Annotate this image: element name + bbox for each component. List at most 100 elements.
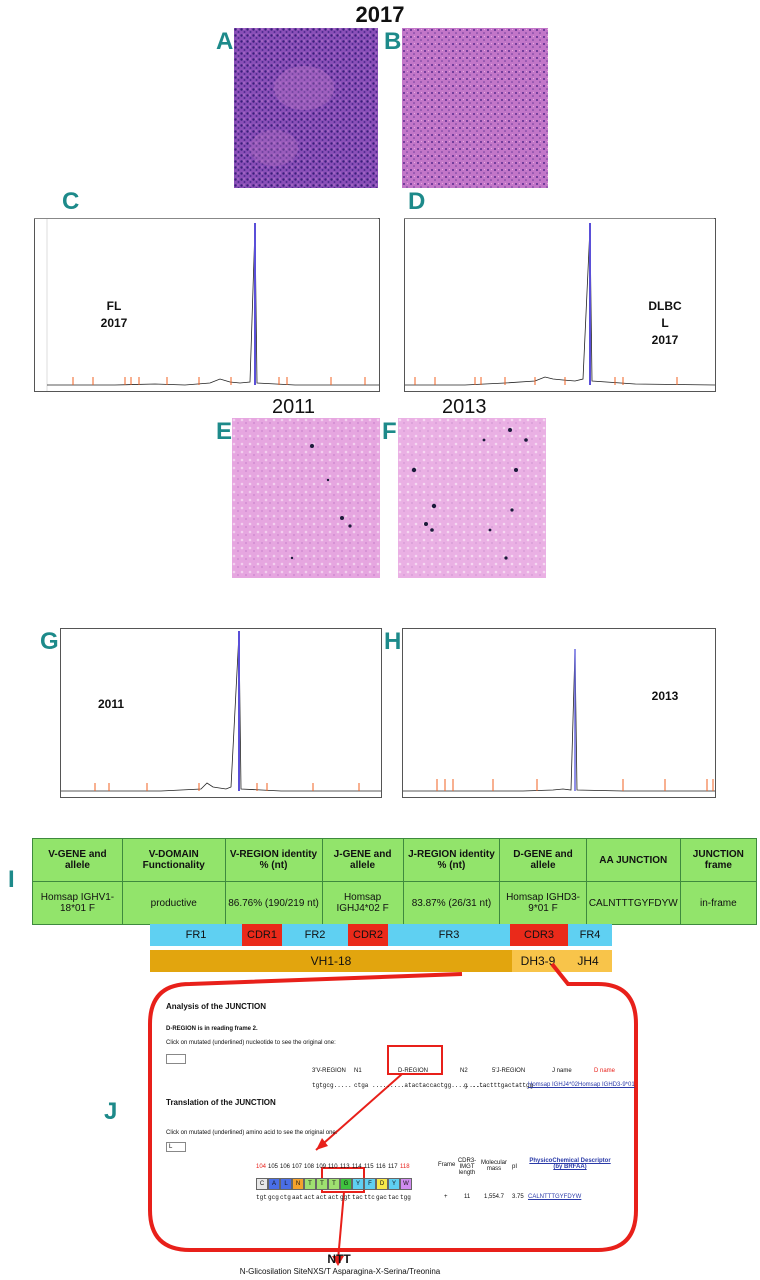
panel-label-i: I (8, 866, 15, 893)
panel-label-a: A (216, 28, 234, 55)
panel-label-f: F (382, 418, 397, 445)
aa-position: 110 (328, 1164, 338, 1170)
aa-cell[interactable]: Y (352, 1178, 364, 1190)
caption-line: DLBC (648, 299, 682, 313)
codon: act (304, 1194, 315, 1201)
aa-cell[interactable]: N (292, 1178, 304, 1190)
panel-label-h: H (384, 628, 402, 655)
hdr-cdr3-length: CDR3-IMGT length (457, 1158, 477, 1176)
aa-cell[interactable]: C (256, 1178, 268, 1190)
aa-cell[interactable]: G (340, 1178, 352, 1190)
table-cell: in-frame (679, 881, 758, 925)
aa-position: 115 (364, 1164, 374, 1170)
histology-year-e: 2011 (272, 396, 316, 418)
codon: act (316, 1194, 327, 1201)
caption-line: L (661, 316, 669, 330)
histology-image-a (234, 28, 378, 188)
codon: aat (292, 1194, 303, 1201)
chart-h (402, 628, 716, 798)
vdj-table: V-GENE and allele V-DOMAIN Functionality… (32, 838, 758, 925)
table-header-cell: V-GENE and allele (32, 838, 123, 882)
aa-input[interactable]: L (166, 1142, 186, 1152)
region-fr4: FR4 (568, 924, 612, 946)
aa-cell[interactable]: T (316, 1178, 328, 1190)
aa-cell[interactable]: T (304, 1178, 316, 1190)
table-header-cell: J-REGION identity % (nt) (402, 838, 501, 882)
histology-image-f (398, 418, 546, 578)
col-n1: N1 (354, 1068, 362, 1074)
aa-cell[interactable]: L (280, 1178, 292, 1190)
caption-line: 2011 (97, 697, 125, 711)
aa-position: 104 (256, 1164, 267, 1170)
aa-position: 105 (268, 1164, 279, 1170)
table-header-cell: J-GENE and allele (321, 838, 404, 882)
seq-n2: g (464, 1082, 468, 1089)
codon: tac (388, 1194, 399, 1201)
aa-position: 118 (400, 1164, 410, 1170)
d-region-frame: D-REGION is in reading frame 2. (166, 1026, 258, 1032)
codon: ttc (364, 1194, 375, 1201)
click-aa-instructions: Click on mutated (underlined) amino acid… (166, 1130, 338, 1136)
link-jname[interactable]: Homsap IGHJ4*02 (528, 1082, 579, 1088)
aa-cell[interactable]: D (376, 1178, 388, 1190)
col-d: D-REGION (398, 1068, 428, 1074)
table-header-cell: JUNCTION frame (679, 838, 758, 882)
col-n2: N2 (460, 1068, 468, 1074)
panel-label-d: D (408, 188, 426, 215)
histology-image-b (402, 28, 548, 188)
nt-input[interactable] (166, 1054, 186, 1064)
col-dname: D name (594, 1068, 616, 1074)
analysis-title: Analysis of the JUNCTION (166, 1002, 267, 1011)
caption-line: FL (106, 299, 122, 313)
panel-label-j: J (104, 1098, 118, 1125)
aa-cell[interactable]: T (328, 1178, 340, 1190)
table-cell: Homsap IGHD3-9*01 F (499, 881, 587, 925)
seq-d: .........atactaccactgg.......... (372, 1082, 488, 1089)
segment-vh: VH1-18 (150, 950, 512, 972)
chart-c-caption: FL 2017 (94, 298, 134, 332)
aa-cell[interactable]: A (268, 1178, 280, 1190)
caption-line: 2013 (651, 689, 679, 703)
segment-jh: JH4 (564, 950, 612, 972)
col-jname: J name (552, 1068, 572, 1074)
histology-year-f: 2013 (442, 396, 487, 418)
table-cell: 86.76% (190/219 nt) (224, 881, 323, 925)
chart-d (404, 218, 716, 392)
click-nt-instructions: Click on mutated (underlined) nucleotide… (166, 1040, 336, 1046)
junction-callout-frame (148, 962, 638, 1266)
ntt-label: NTT (327, 1252, 351, 1266)
table-header-cell: V-REGION identity % (nt) (224, 838, 323, 882)
region-cdr1: CDR1 (242, 924, 282, 946)
region-fr1: FR1 (150, 924, 242, 946)
table-cell: CALNTTTGYFDYW (585, 881, 681, 925)
hdr-descriptor[interactable]: PhysicoChemical Descriptor (by BRFAA) (529, 1158, 611, 1170)
codon: ggt (340, 1194, 351, 1201)
table-cell: productive (121, 881, 226, 925)
aa-cell[interactable]: Y (388, 1178, 400, 1190)
aa-position: 107 (292, 1164, 303, 1170)
val-frame: + (444, 1194, 448, 1200)
col-3v: 3'V-REGION (312, 1068, 346, 1074)
ntt-note: N-Glicosilation SiteNXS/T Asparagina-X-S… (239, 1267, 441, 1276)
translation-title: Translation of the JUNCTION (166, 1098, 276, 1107)
codon: tac (352, 1194, 363, 1201)
aa-cell[interactable]: W (400, 1178, 412, 1190)
aa-cell[interactable]: F (364, 1178, 376, 1190)
panel-label-e: E (216, 418, 233, 445)
codon: tgg (400, 1194, 411, 1201)
figure-title: 2017 (355, 2, 405, 27)
val-pi: 3.75 (512, 1194, 524, 1200)
aa-position: 113 (340, 1164, 350, 1170)
codon: gac (376, 1194, 387, 1201)
region-cdr3: CDR3 (510, 924, 568, 946)
aa-position: 109 (316, 1164, 327, 1170)
region-fr3: FR3 (388, 924, 510, 946)
hdr-mass: Molecular mass (480, 1160, 507, 1172)
aa-position: 106 (280, 1164, 291, 1170)
seq-n1: ctga (354, 1082, 369, 1089)
table-header-cell: V-DOMAIN Functionality (121, 838, 226, 882)
link-dname[interactable]: Homsap IGHD3-9*01 (578, 1082, 635, 1088)
val-cdr3-length: 11 (464, 1194, 471, 1200)
panel-label-b: B (384, 28, 402, 55)
val-descriptor[interactable]: CALNTTTGYFDYW (528, 1194, 582, 1200)
